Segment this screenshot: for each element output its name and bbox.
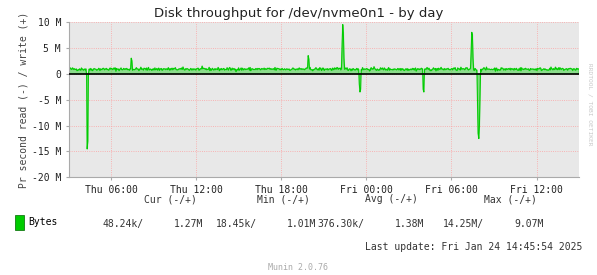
Text: Min (-/+): Min (-/+)	[257, 194, 310, 204]
Text: Last update: Fri Jan 24 14:45:54 2025: Last update: Fri Jan 24 14:45:54 2025	[365, 243, 582, 252]
Text: Avg (-/+): Avg (-/+)	[365, 194, 417, 204]
Text: 1.01M: 1.01M	[287, 219, 316, 229]
Text: 1.27M: 1.27M	[174, 219, 203, 229]
Text: Bytes: Bytes	[29, 217, 58, 227]
Text: RRDTOOL / TOBI OETIKER: RRDTOOL / TOBI OETIKER	[588, 63, 593, 146]
Text: Max (-/+): Max (-/+)	[484, 194, 537, 204]
Text: 1.38M: 1.38M	[395, 219, 424, 229]
Text: 18.45k/: 18.45k/	[216, 219, 257, 229]
Text: 48.24k/: 48.24k/	[102, 219, 143, 229]
Text: 9.07M: 9.07M	[514, 219, 543, 229]
Text: 14.25M/: 14.25M/	[442, 219, 484, 229]
Y-axis label: Pr second read (-) / write (+): Pr second read (-) / write (+)	[19, 12, 29, 188]
Text: Disk throughput for /dev/nvme0n1 - by day: Disk throughput for /dev/nvme0n1 - by da…	[154, 7, 443, 20]
Text: Munin 2.0.76: Munin 2.0.76	[269, 263, 328, 272]
Text: Cur (-/+): Cur (-/+)	[144, 194, 196, 204]
Text: 376.30k/: 376.30k/	[317, 219, 364, 229]
